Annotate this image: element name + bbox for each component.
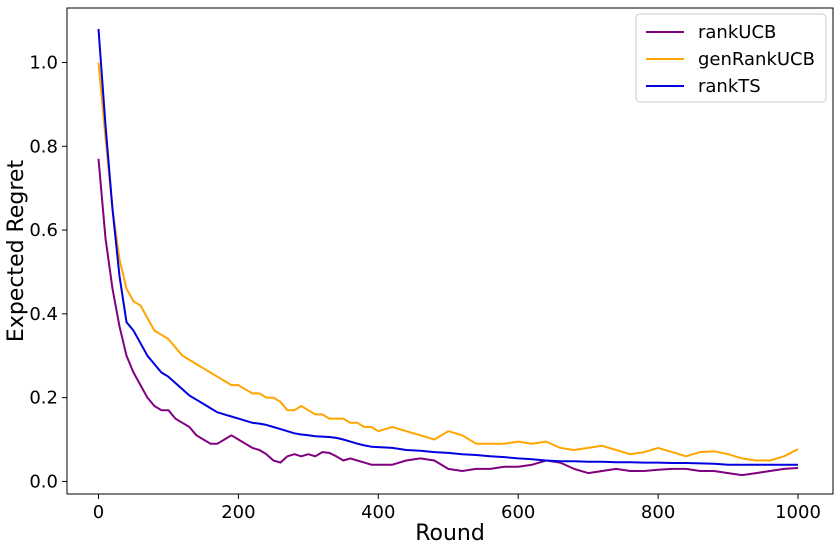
y-axis-ticks: 0.0 0.2 0.4 0.6 0.8 1.0 [29,52,67,492]
x-tick-label: 400 [361,502,395,523]
y-tick-label: 0.2 [29,388,58,409]
y-tick-label: 0.6 [29,220,58,241]
x-axis-ticks: 0 200 400 600 800 1000 [93,494,821,523]
legend-label: rankUCB [698,22,776,43]
y-tick-label: 0.0 [29,471,58,492]
series-line-genRankUCB [97,62,799,462]
x-tick-label: 200 [221,502,255,523]
legend-box [635,13,827,103]
series-line-rankTS [97,28,798,466]
plot-frame [66,7,834,495]
series-lines [97,28,799,477]
series-line-rankUCB [97,158,799,477]
x-tick-label: 600 [501,502,535,523]
legend-entries: rankUCB genRankUCB rankTS [646,22,815,97]
legend-label: genRankUCB [698,49,815,70]
y-tick-label: 1.0 [29,52,58,73]
x-axis-label: Round [415,521,485,546]
x-tick-label: 1000 [775,502,821,523]
x-tick-label: 0 [93,502,104,523]
x-tick-label: 800 [641,502,675,523]
y-axis-label: Expected Regret [4,160,29,343]
y-tick-label: 0.8 [29,136,58,157]
legend: rankUCB genRankUCB rankTS [635,13,827,103]
y-tick-label: 0.4 [29,304,58,325]
legend-label: rankTS [698,76,761,97]
